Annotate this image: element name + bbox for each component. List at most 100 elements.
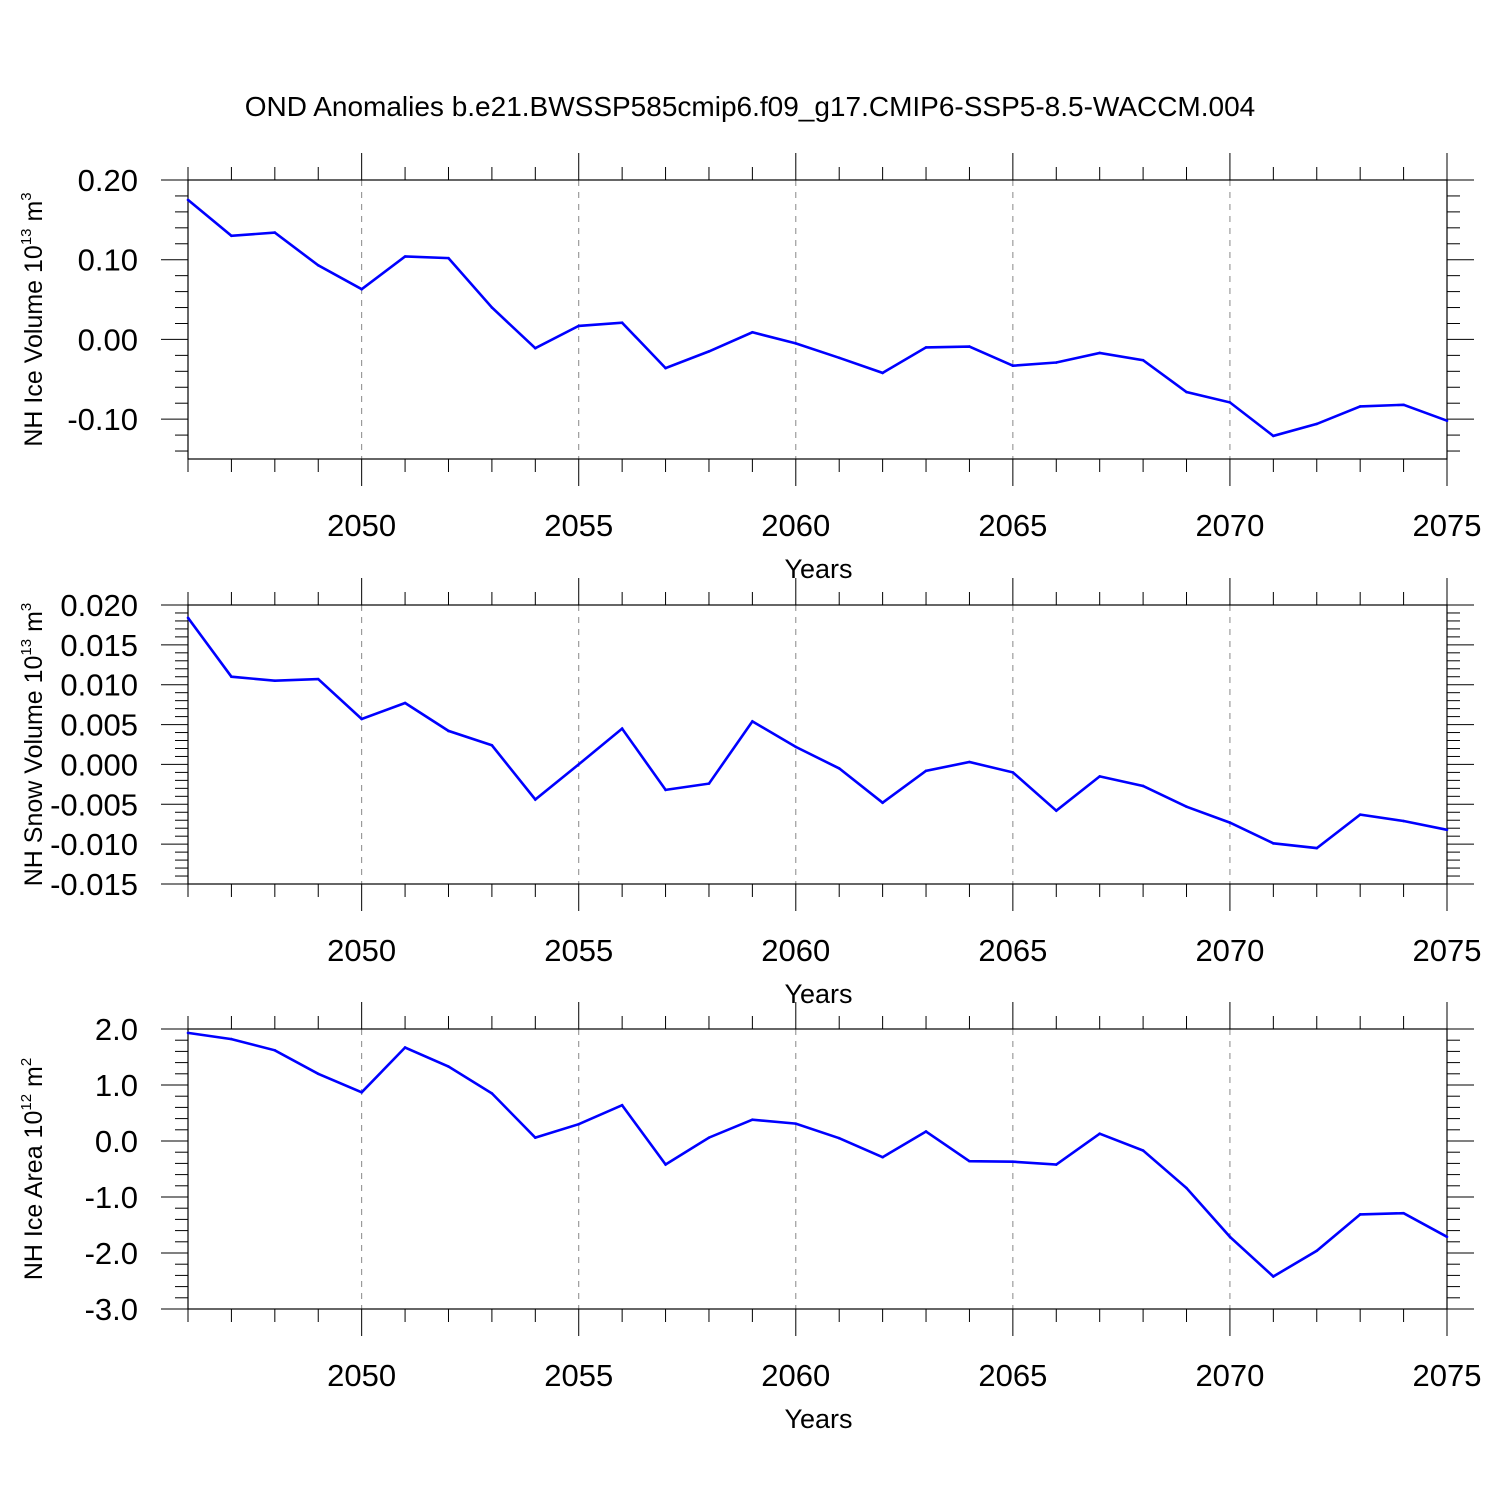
data-point-2064	[968, 345, 971, 348]
ytick-label: 0.015	[60, 628, 138, 663]
ytick-label: -2.0	[85, 1236, 138, 1271]
data-point-2048	[273, 1048, 277, 1052]
data-point-2070	[1228, 1235, 1232, 1239]
data-point-2073	[1358, 405, 1362, 408]
data-point-2050	[360, 717, 363, 721]
data-point-2055	[577, 763, 581, 766]
ytick-label: 0.005	[60, 708, 138, 743]
data-point-2059	[751, 720, 754, 723]
xtick-label: 2065	[978, 1358, 1047, 1393]
ytick-label: 2.0	[95, 1012, 138, 1047]
data-point-2068	[1141, 1149, 1145, 1152]
series-line	[186, 617, 1448, 850]
data-point-2065	[1011, 364, 1015, 368]
data-point-2072	[1315, 846, 1319, 850]
xtick-label: 2075	[1413, 508, 1482, 543]
data-point-2071	[1272, 434, 1275, 438]
data-point-2075	[1445, 828, 1449, 832]
data-point-2049	[316, 677, 320, 681]
data-point-2047	[230, 234, 233, 238]
data-point-2073	[1358, 813, 1362, 816]
panel-3: 2.0 1.0 0.0 -1.0 -2.0 -3.0 2050 2055 2060 2065 207…	[18, 1002, 1481, 1434]
data-point-2052	[447, 729, 450, 733]
data-point-2060	[794, 342, 798, 345]
data-point-2070	[1228, 401, 1232, 404]
xtick-label: 2070	[1195, 933, 1264, 968]
data-point-2072	[1315, 422, 1319, 426]
data-point-2071	[1272, 1275, 1275, 1278]
xtick-label: 2075	[1413, 933, 1482, 968]
data-point-2067	[1098, 351, 1101, 355]
data-point-2050	[360, 1090, 363, 1094]
data-point-2063	[924, 769, 928, 773]
data-point-2058	[707, 350, 711, 353]
xtick-label: 2055	[544, 508, 613, 543]
data-point-2065	[1011, 1160, 1015, 1164]
data-point-2063	[924, 346, 928, 349]
data-point-2062	[881, 1155, 884, 1159]
data-point-2056	[620, 727, 624, 730]
data-point-2052	[447, 1065, 450, 1068]
data-point-2052	[447, 256, 450, 260]
ytick-label: -0.005	[50, 787, 138, 822]
data-point-2069	[1185, 1186, 1188, 1190]
ytick-label: 0.20	[78, 163, 138, 198]
data-point-2064	[968, 1159, 971, 1163]
data-point-2048	[273, 231, 277, 234]
data-point-2057	[664, 788, 667, 792]
ytick-label: 0.10	[78, 243, 138, 278]
data-point-2056	[620, 321, 624, 324]
ytick-label: 1.0	[95, 1068, 138, 1103]
data-point-2075	[1445, 1235, 1449, 1239]
data-point-2071	[1272, 842, 1275, 845]
data-point-2051	[403, 1046, 407, 1049]
data-point-2046	[186, 616, 190, 620]
series-line	[187, 1031, 1448, 1279]
data-point-2057	[664, 1163, 667, 1166]
figure-title: OND Anomalies b.e21.BWSSP585cmip6.f09_g1…	[245, 91, 1256, 122]
ytick-label: -0.015	[50, 867, 138, 902]
ytick-label: 0.000	[60, 747, 138, 782]
data-point-2046	[186, 198, 190, 202]
data-point-2049	[316, 263, 320, 267]
data-point-2056	[620, 1103, 624, 1107]
data-point-2050	[360, 287, 363, 291]
ytick-label: -1.0	[85, 1180, 138, 1215]
data-point-2061	[837, 1136, 841, 1140]
x-axis-title: Years	[784, 979, 852, 1009]
data-point-2073	[1358, 1213, 1362, 1216]
panel-1: 0.20 0.10 0.00 -0.10 2050 2055 2060 2065 2070 207…	[18, 153, 1481, 584]
ytick-label: 0.0	[95, 1124, 138, 1159]
x-axis-title: Years	[784, 1404, 852, 1434]
xtick-label: 2065	[978, 508, 1047, 543]
data-point-2054	[534, 1136, 537, 1139]
ytick-label: 0.00	[78, 322, 138, 357]
plot-frame	[187, 1028, 1448, 1310]
xtick-label: 2060	[761, 508, 830, 543]
data-point-2070	[1228, 821, 1232, 824]
data-point-2074	[1402, 403, 1405, 407]
data-point-2047	[230, 675, 233, 679]
data-point-2075	[1445, 419, 1449, 423]
data-point-2055	[577, 1122, 581, 1126]
data-point-2074	[1402, 819, 1405, 823]
y-axis-title: NH Ice Area 1012 m2	[18, 1058, 48, 1280]
xtick-label: 2060	[761, 933, 830, 968]
xtick-label: 2070	[1195, 1358, 1264, 1393]
y-axis-title: NH Snow Volume 1013 m3	[18, 603, 48, 887]
data-point-2051	[403, 255, 407, 258]
data-point-2055	[577, 324, 581, 328]
xtick-label: 2075	[1413, 1358, 1482, 1393]
data-point-2068	[1141, 358, 1145, 362]
data-point-2054	[534, 346, 537, 350]
data-point-2072	[1315, 1249, 1319, 1253]
data-point-2051	[403, 701, 407, 705]
data-point-2049	[316, 1072, 320, 1076]
data-point-2059	[751, 330, 754, 334]
xtick-label: 2070	[1195, 508, 1264, 543]
data-point-2068	[1141, 784, 1145, 788]
data-point-2074	[1402, 1211, 1405, 1215]
xtick-label: 2050	[327, 1358, 396, 1393]
